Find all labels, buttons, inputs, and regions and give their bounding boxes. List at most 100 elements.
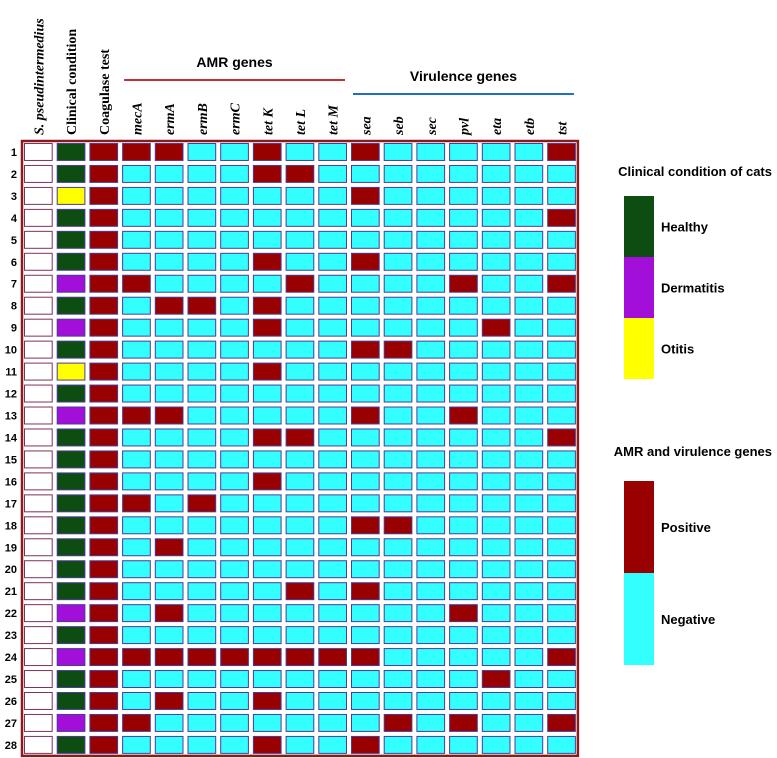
heatmap-cell: [383, 494, 413, 513]
heatmap-cell: [514, 670, 544, 688]
heatmap-cell: [351, 208, 380, 227]
heatmap-cell: [89, 318, 119, 337]
row-label: 24: [5, 652, 18, 664]
heatmap-cell: [449, 384, 478, 403]
heatmap-cell: [383, 406, 413, 425]
column-label-tet-l: tet L: [294, 109, 309, 135]
heatmap-cell: [56, 186, 86, 205]
row-label: 1: [11, 147, 17, 159]
heatmap-cell: [252, 494, 282, 513]
heatmap-cell: [24, 604, 53, 623]
heatmap-cell: [24, 692, 53, 710]
heatmap-cell: [416, 274, 446, 293]
heatmap-cell: [220, 296, 249, 315]
column-label-pvl: pvl: [457, 118, 472, 136]
heatmap-cell: [220, 450, 249, 469]
heatmap-cell: [351, 604, 380, 623]
heatmap-cell: [285, 384, 315, 403]
heatmap-cell: [122, 516, 151, 535]
heatmap-cell: [481, 230, 511, 249]
heatmap-cell: [187, 604, 217, 623]
heatmap-cell: [547, 143, 576, 161]
heatmap-cell: [481, 450, 511, 469]
heatmap-cell: [383, 648, 413, 667]
heatmap-cell: [481, 648, 511, 667]
heatmap-cell: [122, 692, 151, 710]
heatmap-cell: [547, 340, 576, 359]
heatmap-cell: [220, 538, 249, 557]
heatmap-cell: [24, 384, 53, 403]
heatmap-cell: [220, 428, 249, 447]
heatmap-cell: [187, 406, 217, 425]
heatmap-cell: [56, 516, 86, 535]
heatmap-cell: [351, 274, 380, 293]
heatmap-cell: [449, 582, 478, 601]
heatmap-cell: [514, 384, 544, 403]
heatmap-cell: [24, 362, 53, 381]
heatmap-cell: [24, 735, 53, 754]
column-label-meca: mecA: [130, 102, 145, 135]
heatmap-cell: [318, 450, 347, 469]
heatmap-cell: [383, 340, 413, 359]
row-label: 15: [5, 454, 17, 466]
row-label: 5: [11, 235, 17, 247]
heatmap-cell: [547, 384, 576, 403]
heatmap-cell: [24, 274, 53, 293]
heatmap-cell: [547, 582, 576, 601]
heatmap-cell: [56, 648, 86, 667]
heatmap-cell: [514, 340, 544, 359]
heatmap-cell: [154, 516, 184, 535]
heatmap-cell: [285, 472, 315, 491]
row-label: 6: [11, 257, 17, 269]
heatmap-cell: [122, 230, 151, 249]
heatmap-cell: [383, 713, 413, 732]
heatmap-cell: [285, 143, 315, 161]
heatmap-cell: [285, 648, 315, 667]
heatmap-cell: [383, 626, 413, 645]
heatmap-cell: [252, 472, 282, 491]
heatmap-cell: [122, 494, 151, 513]
heatmap-cell: [514, 582, 544, 601]
heatmap-cell: [383, 516, 413, 535]
legend-swatch-dermatitis: [624, 257, 654, 318]
heatmap-cell: [122, 604, 151, 623]
heatmap-cell: [547, 604, 576, 623]
heatmap-cell: [416, 406, 446, 425]
heatmap-cell: [24, 340, 53, 359]
heatmap-cell: [351, 560, 380, 579]
heatmap-cell: [547, 494, 576, 513]
heatmap-cell: [154, 648, 184, 667]
heatmap-cell: [252, 143, 282, 161]
heatmap-cell: [89, 450, 119, 469]
heatmap-cell: [351, 670, 380, 688]
heatmap-cell: [220, 340, 249, 359]
heatmap-cell: [285, 626, 315, 645]
heatmap-cell: [187, 186, 217, 205]
heatmap-cell: [514, 230, 544, 249]
heatmap-cell: [24, 626, 53, 645]
heatmap-cell: [449, 472, 478, 491]
heatmap-cell: [56, 472, 86, 491]
heatmap-cell: [89, 406, 119, 425]
heatmap-cell: [252, 406, 282, 425]
heatmap-cell: [220, 494, 249, 513]
heatmap-cell: [318, 735, 347, 754]
heatmap-cell: [24, 164, 53, 183]
heatmap-cell: [351, 143, 380, 161]
heatmap-cell: [514, 626, 544, 645]
heatmap-cell: [252, 713, 282, 732]
heatmap-cell: [481, 406, 511, 425]
heatmap-cell: [122, 340, 151, 359]
heatmap-cell: [187, 164, 217, 183]
heatmap-cell: [220, 713, 249, 732]
heatmap-cell: [187, 692, 217, 710]
heatmap-cell: [285, 318, 315, 337]
heatmap-cell: [285, 274, 315, 293]
heatmap-cell: [285, 428, 315, 447]
heatmap-cell: [514, 516, 544, 535]
heatmap-cell: [481, 143, 511, 161]
heatmap-cell: [285, 296, 315, 315]
legend-title-amr-and-virulence-genes: AMR and virulence genes: [614, 444, 772, 459]
heatmap-cell: [514, 164, 544, 183]
